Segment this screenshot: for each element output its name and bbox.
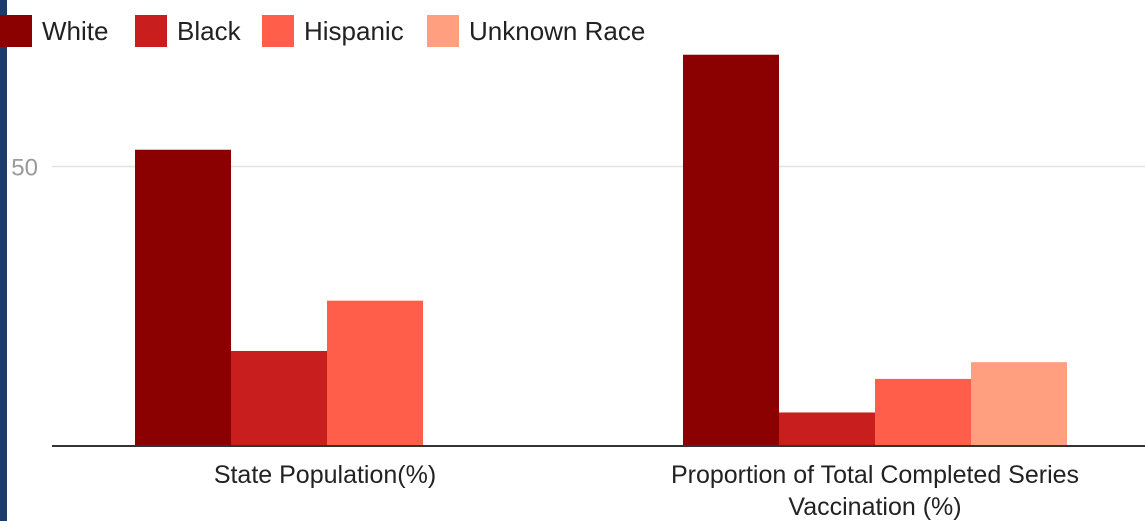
chart-legend: White Black Hispanic Unknown Race xyxy=(0,15,645,47)
chart-bars xyxy=(135,54,1067,446)
legend-label-1: Black xyxy=(177,16,242,46)
bar-white-group-0 xyxy=(135,149,231,446)
legend-swatch-1 xyxy=(135,15,167,47)
x-axis-category-labels: State Population(%) Proportion of Total C… xyxy=(214,461,1079,521)
legend-label-2: Hispanic xyxy=(304,16,404,46)
bar-black-group-1 xyxy=(779,412,875,446)
legend-label-0: White xyxy=(42,16,108,46)
legend-swatch-3 xyxy=(427,15,459,47)
bar-hispanic-group-0 xyxy=(327,300,423,446)
legend-swatch-0 xyxy=(0,15,32,47)
bar-white-group-1 xyxy=(683,54,779,446)
y-tick-label-0: 50 xyxy=(11,155,38,182)
category-label-1-line-0: Proportion of Total Completed Series xyxy=(671,461,1079,489)
bar-black-group-0 xyxy=(231,350,327,446)
left-edge-border xyxy=(0,0,7,521)
legend-label-3: Unknown Race xyxy=(469,16,645,46)
bar-unknown-race-group-1 xyxy=(971,362,1067,446)
category-label-1-line-1: Vaccination (%) xyxy=(788,493,961,521)
y-axis-ticks: 50 xyxy=(11,155,38,182)
legend-swatch-2 xyxy=(262,15,294,47)
bar-hispanic-group-1 xyxy=(875,378,971,446)
category-label-0-line-0: State Population(%) xyxy=(214,461,436,489)
